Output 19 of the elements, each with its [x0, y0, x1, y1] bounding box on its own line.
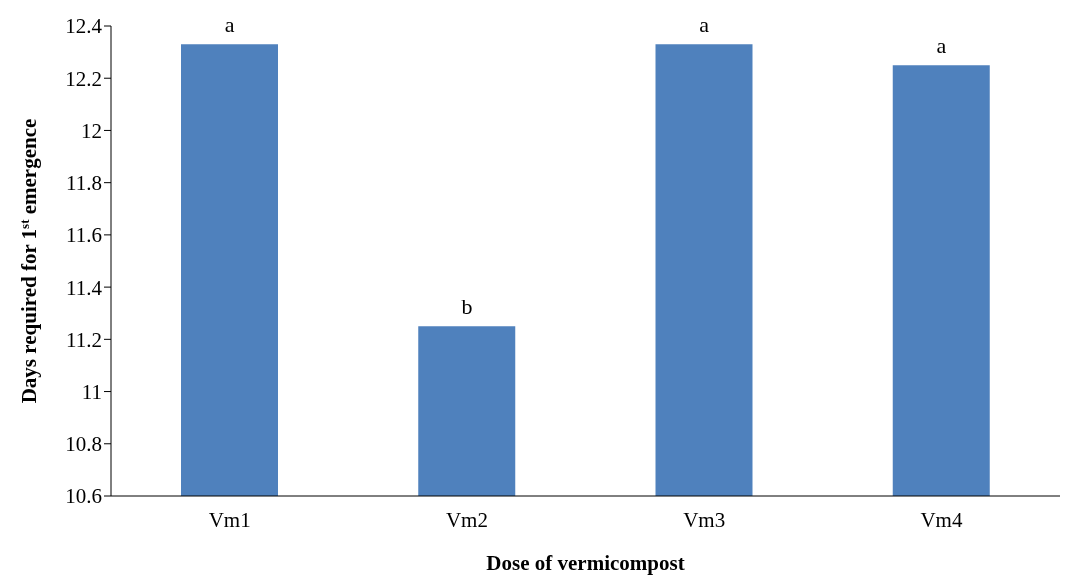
annotation: a	[699, 12, 710, 38]
y-tick-label: 11	[81, 380, 102, 405]
x-tick-label: Vm3	[683, 507, 726, 532]
annotation: a	[224, 12, 235, 38]
x-tick-label: Vm4	[920, 507, 963, 532]
y-tick-label: 12.4	[65, 14, 103, 39]
annotation: b	[461, 294, 473, 320]
y-tick-label: 10.6	[65, 484, 102, 509]
y-tick-label: 11.2	[66, 327, 102, 352]
x-tick-label: Vm2	[445, 507, 488, 532]
x-axis-title: Dose of vermicompost	[486, 551, 685, 575]
x-tick-label: Vm1	[208, 507, 251, 532]
y-tick-label: 12	[81, 118, 102, 143]
y-tick-label: 11.8	[66, 171, 102, 196]
annotation: a	[936, 33, 947, 59]
y-tick-label: 11.6	[66, 223, 102, 248]
y-tick-label: 12.2	[65, 66, 102, 91]
y-tick-label: 11.4	[66, 275, 103, 300]
y-tick-label: 10.8	[65, 432, 102, 457]
